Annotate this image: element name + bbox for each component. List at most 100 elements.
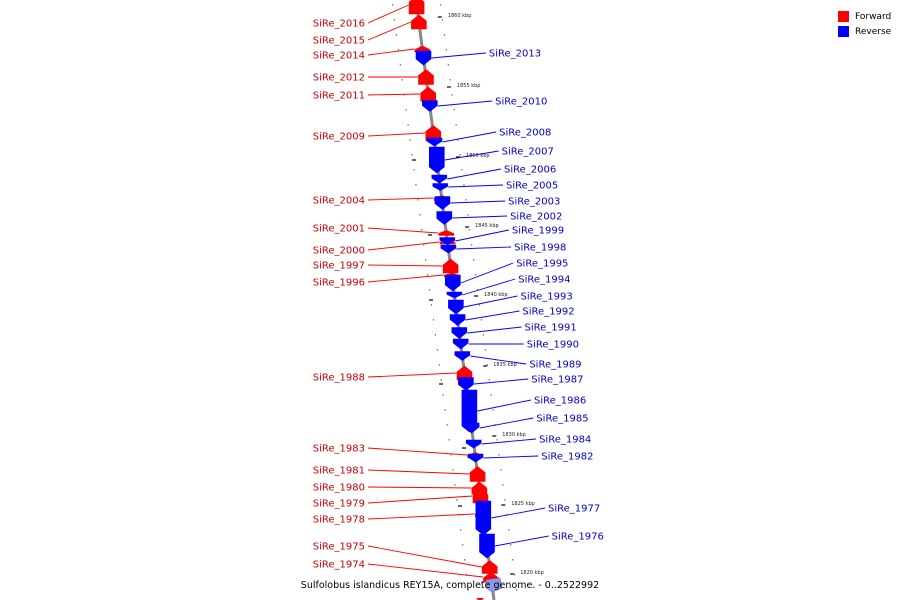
gene-SiRe_1982[interactable] xyxy=(467,453,484,463)
gene-label[interactable]: SiRe_1986 xyxy=(534,396,586,407)
gene-leader-line xyxy=(367,197,434,201)
gene-SiRe_1993[interactable] xyxy=(448,299,464,315)
gene-label[interactable]: SiRe_1976 xyxy=(552,532,604,543)
gene-label[interactable]: SiRe_2013 xyxy=(489,49,541,60)
gene-label[interactable]: SiRe_1992 xyxy=(522,307,574,318)
gene-leader-line xyxy=(444,150,499,161)
tick-label: 1845 kbp xyxy=(475,223,499,229)
gene-SiRe_2011[interactable] xyxy=(420,86,437,102)
gene-label[interactable]: SiRe_1989 xyxy=(529,360,581,371)
gene-SiRe_1990[interactable] xyxy=(452,338,469,350)
gene-leader-line xyxy=(367,132,426,137)
gene-label[interactable]: SiRe_1984 xyxy=(539,435,591,446)
gene-SiRe_1989[interactable] xyxy=(454,351,471,361)
gene-SiRe_1975[interactable] xyxy=(481,560,498,574)
gene-label[interactable]: SiRe_1985 xyxy=(536,414,588,425)
gene-SiRe_2005[interactable] xyxy=(432,183,449,191)
gene-label[interactable]: SiRe_1982 xyxy=(541,452,593,463)
gene-label[interactable]: SiRe_1988 xyxy=(313,373,365,384)
gene-label[interactable]: SiRe_1991 xyxy=(525,323,577,334)
gene-label[interactable]: SiRe_1987 xyxy=(531,375,583,386)
gene-SiRe_1994[interactable] xyxy=(446,291,463,299)
gene-label[interactable]: SiRe_2009 xyxy=(313,132,365,143)
gene-label[interactable]: SiRe_1979 xyxy=(313,499,365,510)
gene-SiRe_2001[interactable] xyxy=(438,230,455,236)
tick-label: 1825 kbp xyxy=(511,501,535,507)
gene-SiRe_1992[interactable] xyxy=(449,314,466,326)
gene-label[interactable]: SiRe_1999 xyxy=(512,226,564,237)
gene-SiRe_2007[interactable] xyxy=(428,146,445,174)
tick-label: 1830 kbp xyxy=(502,432,526,438)
gene-label[interactable]: SiRe_1996 xyxy=(313,278,365,289)
gene-label[interactable]: SiRe_1975 xyxy=(313,542,365,553)
gene-label[interactable]: SiRe_1974 xyxy=(313,560,365,571)
gene-SiRe_1997[interactable] xyxy=(442,258,459,274)
gene-label[interactable]: SiRe_2015 xyxy=(313,36,365,47)
gene-SiRe_1976[interactable] xyxy=(479,533,495,559)
gene-SiRe_1987[interactable] xyxy=(458,377,474,391)
gene-label[interactable]: SiRe_1983 xyxy=(313,444,365,455)
gene-label[interactable]: SiRe_1977 xyxy=(548,504,600,515)
gene-leader-line xyxy=(456,246,512,250)
gene-leader-line xyxy=(452,215,508,219)
gene-leader-line xyxy=(494,535,549,547)
gene-SiRe_1995[interactable] xyxy=(444,274,461,292)
gene-label[interactable]: SiRe_2006 xyxy=(504,165,556,176)
gene-label[interactable]: SiRe_2004 xyxy=(313,196,365,207)
gene-label[interactable]: SiRe_2014 xyxy=(313,51,365,62)
gene-label[interactable]: SiRe_2011 xyxy=(313,91,365,102)
gene-leader-line xyxy=(367,469,470,475)
gene-label[interactable]: SiRe_1995 xyxy=(516,259,568,270)
gene-SiRe_1984[interactable] xyxy=(465,439,482,449)
gene-label[interactable]: SiRe_1994 xyxy=(518,275,570,286)
gene-SiRe_1991[interactable] xyxy=(451,327,468,339)
gene-label[interactable]: SiRe_1980 xyxy=(313,483,365,494)
gene-label[interactable]: SiRe_2008 xyxy=(499,128,551,139)
gene-label[interactable]: SiRe_2005 xyxy=(506,181,558,192)
gene-label[interactable]: SiRe_1978 xyxy=(313,515,365,526)
gene-label[interactable]: SiRe_1981 xyxy=(313,466,365,477)
gene-label[interactable]: SiRe_1990 xyxy=(527,340,579,351)
gene-SiRe_2016[interactable] xyxy=(408,0,425,15)
gene-SiRe_1985[interactable] xyxy=(463,422,480,434)
gene-SiRe_2013[interactable] xyxy=(415,50,432,66)
gene-label[interactable]: SiRe_2016 xyxy=(313,19,365,30)
tick-label: 1840 kbp xyxy=(484,292,508,298)
gene-label[interactable]: SiRe_2012 xyxy=(313,73,365,84)
gene-SiRe_2010[interactable] xyxy=(421,100,438,112)
gene-partial[interactable] xyxy=(485,577,503,593)
gene-SiRe_1981[interactable] xyxy=(469,466,486,482)
gene-SiRe_2012[interactable] xyxy=(418,69,434,85)
gene-leader-line xyxy=(367,274,444,283)
gene-label[interactable]: SiRe_1998 xyxy=(514,243,566,254)
gene-leader-line xyxy=(367,447,468,456)
gene-leader-line xyxy=(367,563,484,578)
gene-SiRe_2006[interactable] xyxy=(431,174,448,184)
gene-leader-line xyxy=(442,131,497,143)
gene-leader-line xyxy=(367,486,472,489)
tick-label: 1855 kbp xyxy=(457,83,481,89)
gene-label[interactable]: SiRe_2010 xyxy=(495,97,547,108)
gene-label[interactable]: SiRe_2000 xyxy=(313,246,365,257)
gene-label[interactable]: SiRe_1997 xyxy=(313,261,365,272)
gene-SiRe_2008[interactable] xyxy=(426,137,443,147)
gene-label[interactable]: SiRe_1993 xyxy=(520,292,572,303)
gene-SiRe_2003[interactable] xyxy=(434,196,451,210)
gene-label[interactable]: SiRe_2001 xyxy=(313,224,365,235)
gene-SiRe_1999[interactable] xyxy=(439,237,456,245)
gene-SiRe_2015[interactable] xyxy=(411,14,427,30)
gene-SiRe_2002[interactable] xyxy=(436,211,453,225)
gene-label[interactable]: SiRe_2007 xyxy=(502,147,554,158)
gene-leader-line xyxy=(367,495,473,504)
forward-swatch xyxy=(838,11,849,22)
gene-leader-line xyxy=(367,227,439,234)
gene-label[interactable]: SiRe_2003 xyxy=(508,197,560,208)
gene-SiRe_1977[interactable] xyxy=(475,500,492,536)
gene-label[interactable]: SiRe_2002 xyxy=(510,212,562,223)
gene-leader-line xyxy=(473,378,529,385)
gene-SiRe_1998[interactable] xyxy=(440,244,457,254)
gene-leader-line xyxy=(450,200,506,204)
tick-label: 1860 kbp xyxy=(448,13,472,19)
